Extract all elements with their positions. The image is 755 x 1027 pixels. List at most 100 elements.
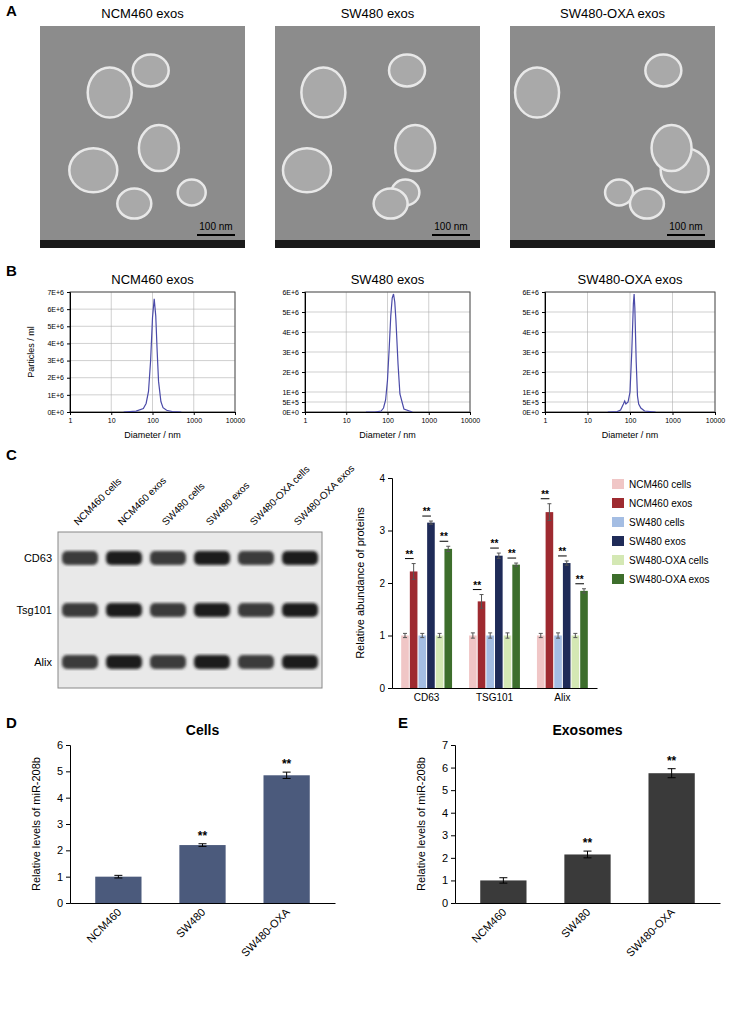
vesicle: [395, 125, 435, 171]
blot-band: [62, 551, 98, 565]
significance-label: **: [282, 757, 292, 771]
error-cap: [499, 877, 507, 878]
line-chart: 0E+05E+51E+62E+63E+64E+65E+66E+611010010…: [522, 272, 725, 440]
significance-label: **: [198, 829, 208, 843]
error-bar: [420, 633, 424, 637]
tick-mark: [451, 835, 455, 836]
error-bar: [488, 633, 492, 638]
scale-bar-label: 100 nm: [669, 221, 702, 232]
error-stem: [498, 553, 499, 558]
tick-label: 1: [304, 417, 308, 424]
micrograph-title: SW480 exos: [341, 6, 415, 21]
tick: 1E+6: [522, 389, 545, 396]
error-bar: [565, 561, 569, 565]
scale-bar: [197, 234, 235, 236]
vesicle: [374, 189, 408, 219]
tick: 1000: [421, 412, 437, 424]
tick: 10000: [461, 412, 481, 424]
error-cap: [114, 875, 122, 876]
tick-label: CD63: [414, 692, 440, 703]
error-cap: [499, 883, 507, 884]
blot-band: [194, 551, 230, 565]
row-label: Alix: [34, 656, 52, 668]
error-cap: [199, 846, 207, 847]
tick: NCM460: [469, 903, 508, 945]
blot-band: [282, 655, 318, 669]
grid-line: [545, 402, 715, 403]
legend-swatch: [612, 574, 624, 584]
tick-label: 100: [147, 417, 159, 424]
tick: SW480: [174, 903, 208, 940]
tick-label: 3E+6: [47, 357, 64, 364]
info-strip: [510, 240, 715, 248]
panel-label: B: [6, 262, 17, 279]
tick: 3: [442, 829, 455, 841]
micrograph-image: [40, 26, 245, 248]
error-cap: [199, 843, 207, 844]
chart-title: SW480 exos: [351, 272, 425, 287]
tick-label: 4: [442, 807, 448, 819]
blot-band: [106, 551, 142, 565]
line-chart: 0E+01E+62E+63E+64E+65E+66E+67E+611010010…: [26, 272, 245, 440]
error-stem: [558, 633, 559, 638]
error-cap: [446, 546, 450, 547]
micrograph-title: NCM460 exos: [101, 6, 184, 21]
tick: 2: [379, 578, 392, 589]
legend-label: SW480-OXA exos: [629, 574, 710, 585]
error-stem: [587, 851, 588, 858]
bar: [580, 591, 588, 688]
tick-label: 2E+6: [282, 369, 299, 376]
error-cap: [514, 563, 518, 564]
blot-band: [238, 603, 274, 617]
grid-line: [305, 332, 470, 333]
tick-mark: [67, 309, 70, 310]
error-stem: [472, 633, 473, 638]
plot-frame: [305, 292, 470, 412]
axis-line: [546, 413, 716, 416]
tick-mark: [451, 790, 455, 791]
bar: [554, 636, 562, 689]
grid-line: [305, 312, 470, 313]
bar: [504, 636, 512, 689]
grid-line: [70, 377, 235, 378]
tick-label: 2: [442, 852, 448, 864]
error-bar: [514, 563, 518, 566]
tick: SW480: [559, 903, 593, 940]
error-stem: [503, 878, 504, 883]
bar: [263, 775, 309, 903]
error-stem: [448, 546, 449, 551]
vesicle: [139, 125, 179, 171]
blot-band: [62, 603, 98, 617]
micrograph-image: [510, 26, 715, 248]
tick: 2: [442, 852, 455, 864]
error-cap: [573, 637, 577, 638]
tick-mark: [67, 395, 70, 396]
tick: 5E+5: [282, 399, 305, 406]
x-axis-title: Diameter / nm: [602, 430, 659, 440]
error-bar: [497, 553, 501, 558]
grid-line: [545, 332, 715, 333]
tick: NCM460: [84, 903, 123, 945]
error-cap: [584, 851, 592, 852]
error-cap: [480, 594, 484, 595]
panel-label: D: [6, 714, 17, 731]
bar: [444, 549, 452, 688]
error-bar: [556, 633, 560, 638]
vesicle: [283, 148, 331, 192]
tick-label: 3: [379, 525, 385, 536]
tick-label: 1: [69, 417, 73, 424]
tick: 100: [147, 412, 159, 424]
tick-mark: [302, 402, 305, 403]
error-stem: [575, 633, 576, 637]
tick-label: 0: [442, 897, 448, 909]
tick-mark: [451, 903, 455, 904]
tick-label: 10000: [226, 417, 246, 424]
tick-mark: [235, 412, 236, 415]
tick-mark: [66, 877, 70, 878]
tick-label: 5E+6: [47, 323, 64, 330]
tick-mark: [67, 378, 70, 379]
tick-label: 3: [442, 829, 448, 841]
tick: 10: [343, 412, 351, 424]
error-cap: [565, 560, 569, 561]
tick-label: 6: [442, 762, 448, 774]
